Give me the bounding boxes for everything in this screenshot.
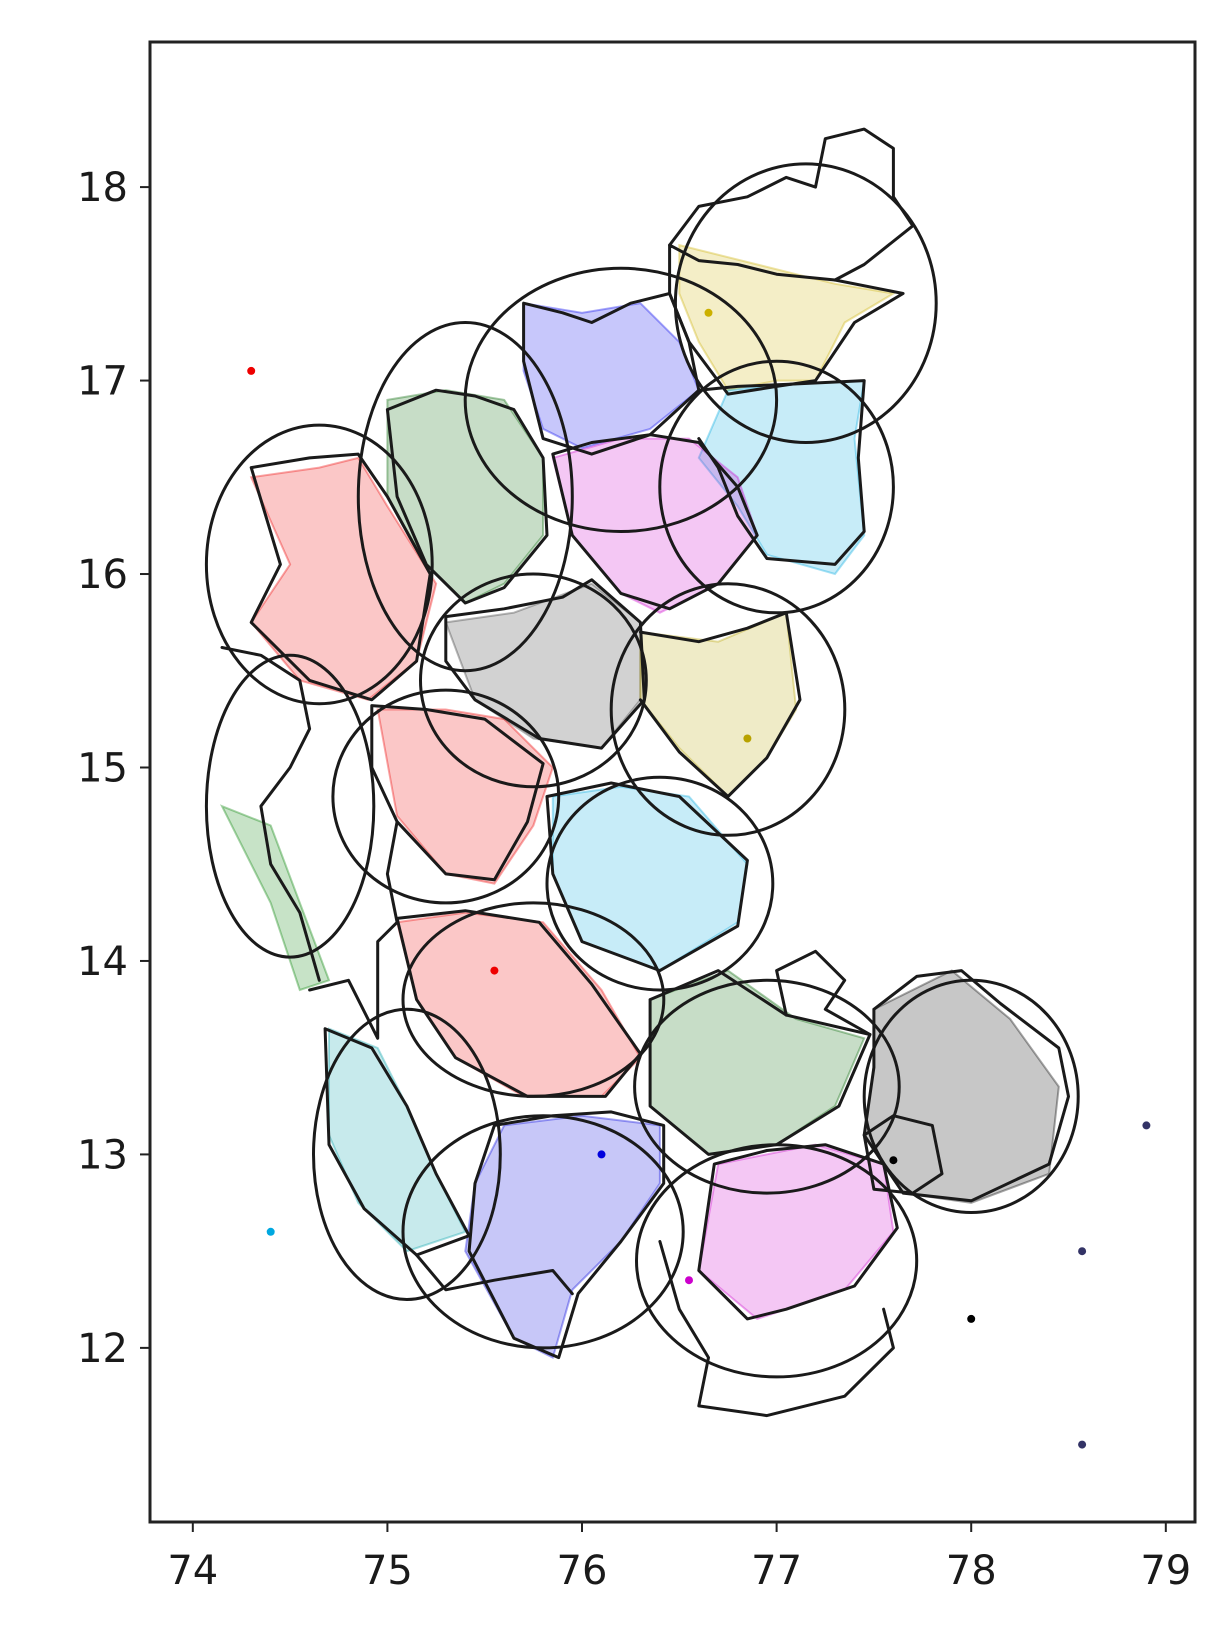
district-boundaries	[220, 127, 1070, 1418]
boundary-line-22	[415, 1253, 574, 1296]
cluster-ellipse-16	[635, 1143, 919, 1379]
boundary-line-23	[385, 820, 399, 924]
x-tick-label: 76	[557, 1548, 608, 1594]
boundary-line-17	[467, 1110, 666, 1360]
cluster-region-15	[464, 1114, 661, 1360]
boundary-line-3	[522, 292, 701, 456]
cluster-region-9	[376, 708, 554, 885]
cluster-ellipse-6	[419, 572, 648, 789]
y-tick-label: 15	[77, 745, 128, 791]
cluster-ellipse-7	[609, 582, 847, 837]
data-point-4	[967, 1314, 976, 1323]
cluster-region-8	[639, 611, 798, 798]
x-tick-label: 79	[1140, 1548, 1191, 1594]
boundary-line-6	[385, 388, 549, 605]
cluster-ellipse-5	[204, 423, 434, 706]
boundary-line-24	[775, 949, 872, 1036]
cluster-region-13	[863, 969, 1060, 1204]
data-point-10	[597, 1150, 606, 1159]
x-tick-label: 77	[751, 1548, 802, 1594]
cluster-ellipse-3	[658, 359, 895, 615]
data-point-2	[1142, 1121, 1151, 1130]
cluster-ellipse-2	[463, 266, 779, 533]
y-tick-label: 17	[77, 359, 128, 405]
boundary-line-19	[658, 1240, 895, 1418]
cluster-ellipse-14	[312, 1007, 502, 1302]
data-point-8	[743, 734, 752, 743]
cluster-ellipse-8	[331, 688, 561, 905]
boundary-line-2	[668, 127, 915, 282]
data-point-3	[1078, 1247, 1087, 1256]
boundary-line-4	[697, 379, 866, 566]
x-tick-label: 78	[946, 1548, 997, 1594]
y-axis: 12 13 14 15 16 17 18	[77, 165, 150, 1372]
y-tick-label: 16	[77, 552, 128, 598]
boundary-line-21	[220, 646, 321, 982]
cluster-ellipse-4	[356, 321, 574, 673]
cluster-ellipse-1	[673, 162, 938, 445]
y-tick-label: 18	[77, 165, 128, 211]
plot-frame	[148, 40, 1197, 1524]
cluster-ellipse-10	[545, 775, 775, 992]
data-point-7	[889, 1156, 898, 1165]
x-tick-label: 75	[362, 1548, 413, 1594]
cluster-ellipse-11	[401, 901, 666, 1098]
x-tick-label: 74	[167, 1548, 218, 1594]
data-point-9	[704, 308, 713, 317]
y-tick-label: 14	[77, 939, 128, 985]
data-point-6	[266, 1227, 275, 1236]
boundary-line-7	[249, 452, 432, 702]
cluster-ellipse-13	[862, 978, 1080, 1215]
y-tick-label: 12	[77, 1326, 128, 1372]
cluster-regions	[219, 243, 1060, 1360]
boundary-line-12	[395, 909, 642, 1098]
data-point-11	[490, 966, 499, 975]
cluster-region-1	[678, 243, 897, 392]
cluster-region-14	[328, 1027, 467, 1253]
x-axis: 74 75 76 77 78 79	[167, 1522, 1191, 1594]
outlier-points	[247, 308, 1151, 1449]
boundary-line-10	[370, 704, 545, 882]
cluster-ellipses	[204, 162, 1080, 1379]
boundary-line-20	[308, 920, 399, 1040]
data-point-5	[1078, 1440, 1087, 1449]
boundary-line-13	[648, 969, 872, 1156]
data-point-1	[247, 366, 256, 375]
cluster-ellipse-15	[401, 1114, 685, 1350]
boundary-line-5	[551, 433, 759, 611]
cluster-region-17	[219, 804, 331, 992]
boundary-line-11	[545, 781, 749, 973]
y-tick-label: 13	[77, 1132, 128, 1178]
boundary-line-9	[638, 611, 802, 798]
data-point-12	[685, 1276, 693, 1285]
boundary-line-18	[697, 1143, 899, 1321]
cluster-ellipse-9	[204, 653, 376, 959]
cluster-ellipse-12	[633, 978, 901, 1195]
